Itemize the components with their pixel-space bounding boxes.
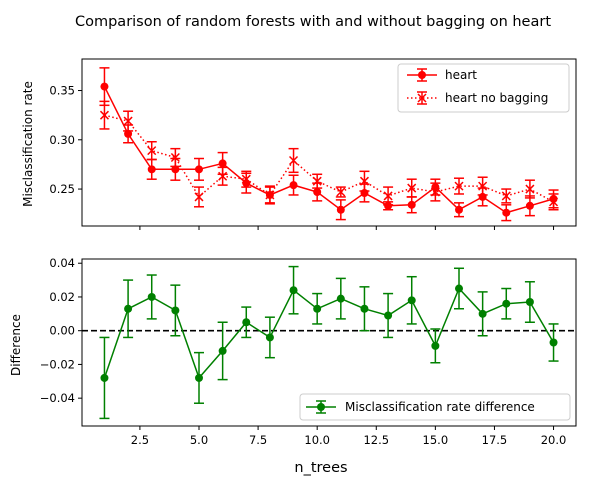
top-plot-area xyxy=(99,67,559,222)
data-point xyxy=(100,82,109,91)
data-point xyxy=(241,174,251,184)
legend-marker-heart-no-bagging xyxy=(407,91,437,105)
data-point xyxy=(407,296,416,305)
legend-label-heart-no-bagging: heart no bagging xyxy=(445,91,548,105)
data-point xyxy=(123,116,133,126)
x-tick-label: 5.0 xyxy=(190,433,208,447)
data-point xyxy=(265,333,274,342)
y-tick-label: 0.30 xyxy=(49,133,75,147)
top-y-ticks: 0.25 0.30 0.35 xyxy=(49,84,82,196)
y-tick-label: 0.35 xyxy=(49,84,75,98)
data-point xyxy=(289,181,298,190)
top-axes-frame xyxy=(81,58,577,227)
data-point xyxy=(501,191,511,201)
figure-title: Comparison of random forests with and wi… xyxy=(75,14,551,30)
data-point xyxy=(336,187,346,197)
bottom-legend: Misclassification rate difference xyxy=(299,393,571,421)
top-y-axis-label: Misclassification rate xyxy=(21,81,35,207)
x-tick-label: 12.5 xyxy=(363,433,389,447)
data-point xyxy=(407,200,416,209)
top-legend: heart heart no bagging xyxy=(397,63,570,113)
x-tick-label: 10.0 xyxy=(304,433,330,447)
data-point xyxy=(478,309,487,318)
legend-label-difference: Misclassification rate difference xyxy=(345,400,535,414)
data-point xyxy=(124,129,133,138)
data-point xyxy=(218,171,228,181)
data-point xyxy=(313,304,322,313)
data-point xyxy=(195,165,203,174)
data-point xyxy=(171,306,180,315)
data-point xyxy=(384,201,393,210)
data-point xyxy=(549,338,558,347)
data-point xyxy=(99,110,109,120)
data-point xyxy=(430,187,440,197)
top-panel: Misclassification rate 0.25 0.30 0.35 hear… xyxy=(21,58,577,230)
data-point xyxy=(549,197,559,207)
data-point xyxy=(455,284,463,293)
data-point xyxy=(384,311,393,320)
data-point xyxy=(431,341,440,350)
top-x-ticks xyxy=(139,226,555,230)
y-tick-label: −0.02 xyxy=(40,357,75,371)
bottom-plot-area xyxy=(82,265,576,420)
data-point xyxy=(265,190,275,200)
bottom-y-axis-label: Difference xyxy=(9,314,23,376)
data-point xyxy=(336,205,345,214)
bottom-panel: Difference −0.04 −0.02 0.00 0.02 0.04 2.5 5.0… xyxy=(9,256,577,447)
data-point xyxy=(289,155,299,166)
data-point xyxy=(218,346,227,355)
data-point xyxy=(194,192,204,202)
data-point xyxy=(360,304,369,313)
data-point xyxy=(218,159,227,168)
legend-marker-difference xyxy=(306,400,336,414)
data-point xyxy=(242,318,251,327)
top-legend-box xyxy=(397,63,570,113)
data-point xyxy=(313,188,322,197)
data-point xyxy=(170,152,180,163)
x-tick-label: 7.5 xyxy=(249,433,267,447)
data-point xyxy=(383,191,393,201)
x-tick-label: 20.0 xyxy=(541,433,567,447)
data-point xyxy=(454,181,464,191)
data-point xyxy=(147,146,157,156)
y-tick-label: 0.02 xyxy=(49,290,75,304)
bottom-y-ticks: −0.04 −0.02 0.00 0.02 0.04 xyxy=(40,256,82,405)
y-tick-label: 0.04 xyxy=(49,256,75,270)
data-point xyxy=(147,165,156,174)
data-point xyxy=(336,294,345,303)
data-point xyxy=(147,292,156,301)
data-point xyxy=(171,165,180,174)
data-point xyxy=(407,183,417,193)
data-point xyxy=(124,304,133,313)
data-point xyxy=(100,373,109,382)
y-tick-label: −0.04 xyxy=(40,391,75,405)
data-point xyxy=(502,208,511,217)
x-tick-label: 17.5 xyxy=(482,433,508,447)
series-line xyxy=(103,287,555,380)
data-point xyxy=(312,176,322,186)
bottom-x-ticks: 2.5 5.0 7.5 10.0 12.5 15.0 17.5 20.0 xyxy=(131,426,567,447)
bottom-legend-box xyxy=(299,393,571,421)
x-tick-label: 2.5 xyxy=(131,433,149,447)
data-point xyxy=(289,286,298,295)
data-point xyxy=(525,184,535,194)
data-point xyxy=(478,181,488,191)
y-tick-label: 0.00 xyxy=(49,324,75,338)
legend-label-heart: heart xyxy=(445,68,477,82)
x-tick-label: 15.0 xyxy=(423,433,449,447)
series-heart-no-bagging xyxy=(99,100,559,211)
data-point xyxy=(502,299,511,308)
data-point xyxy=(195,373,203,382)
data-point xyxy=(525,298,534,307)
data-point xyxy=(359,176,369,186)
bottom-axes-frame xyxy=(81,258,577,427)
series-misclassification-rate-difference xyxy=(99,265,559,420)
data-point xyxy=(525,201,534,210)
y-tick-label: 0.25 xyxy=(49,182,75,196)
legend-marker-heart xyxy=(407,68,437,82)
data-point xyxy=(455,205,463,214)
x-axis-label: n_trees xyxy=(294,460,347,476)
